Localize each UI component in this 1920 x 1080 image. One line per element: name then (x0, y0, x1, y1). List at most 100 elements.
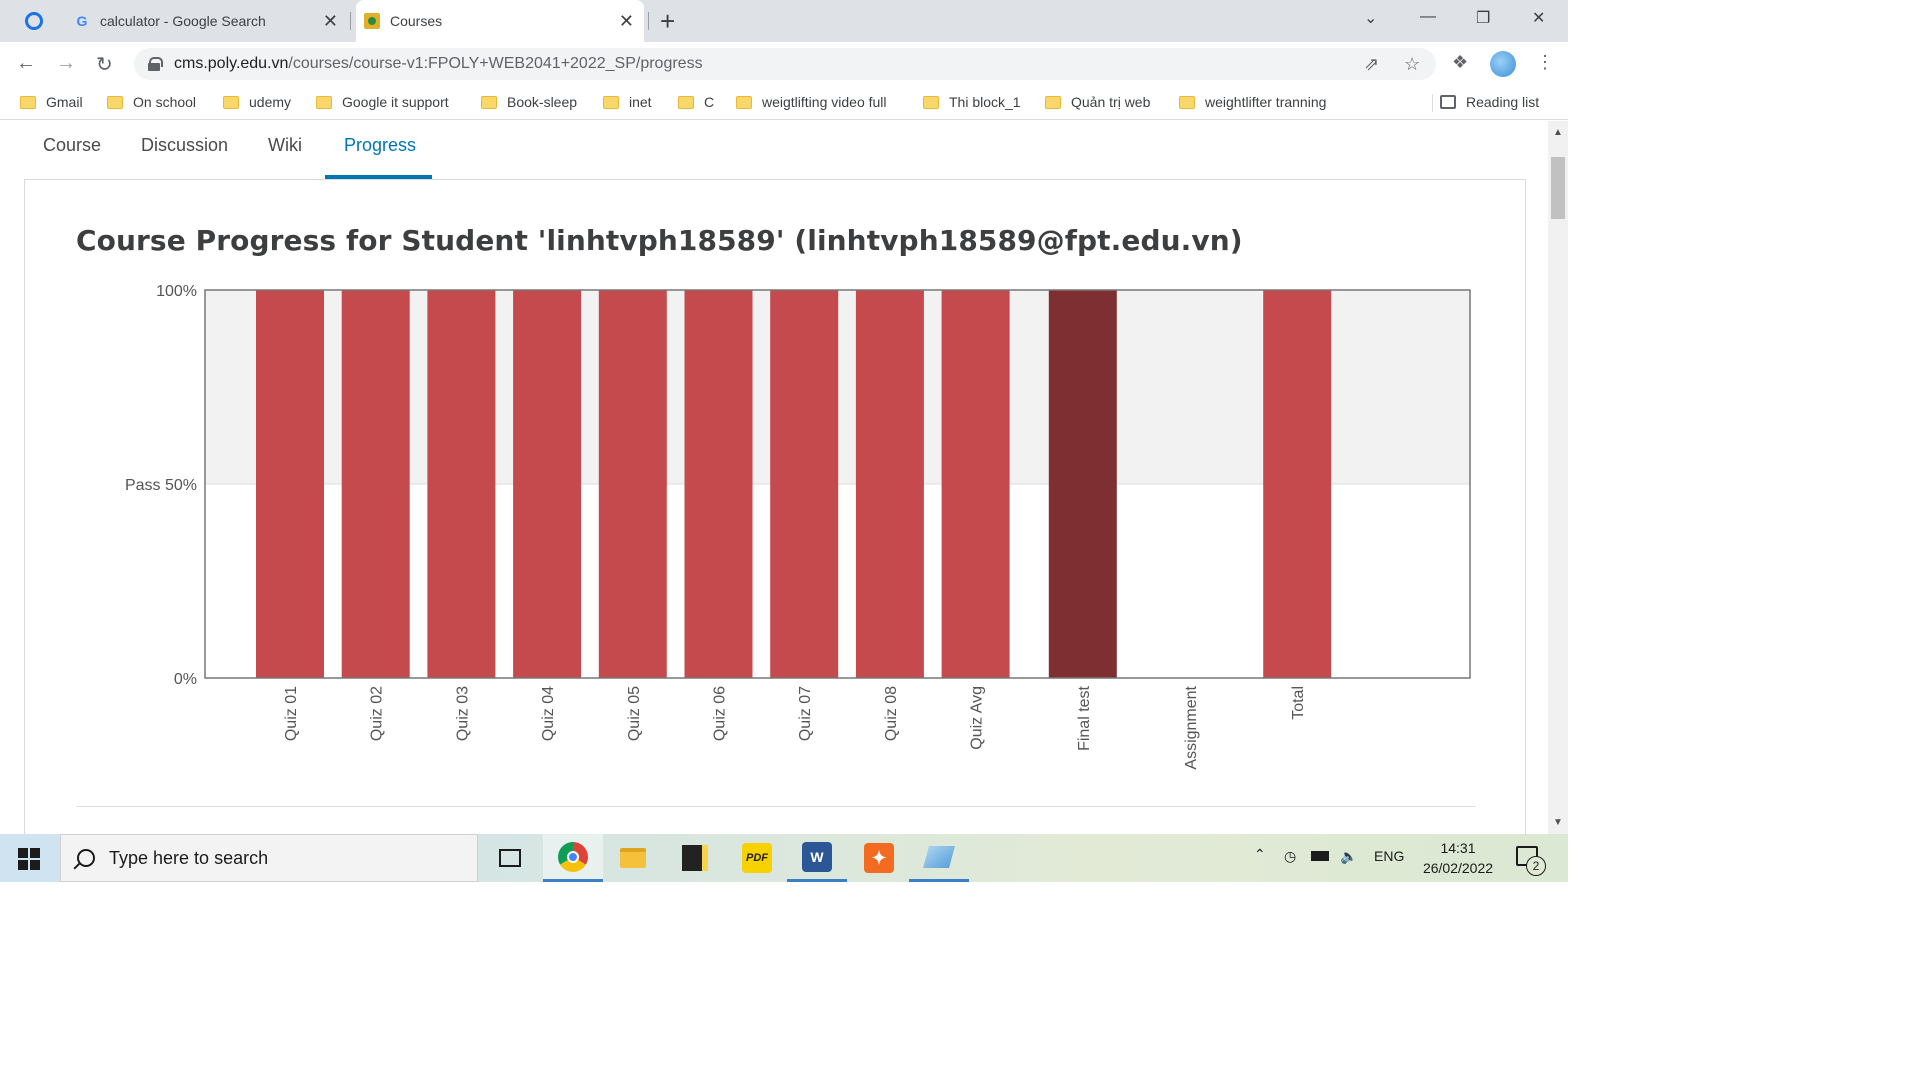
close-tab-icon[interactable]: ✕ (618, 10, 634, 31)
tab-title: Courses (390, 13, 443, 29)
system-clock[interactable]: 14:31 26/02/2022 (1418, 838, 1498, 878)
x-tick-label: Quiz Avg (969, 686, 986, 750)
bookmark-item[interactable]: inet (603, 94, 652, 110)
menu-icon[interactable]: ⋮ (1536, 52, 1554, 72)
folder-icon (603, 95, 619, 109)
x-tick-label: Quiz 01 (283, 686, 300, 741)
x-tick-label: Quiz 07 (797, 686, 814, 741)
progress-chart: Quiz 01 Quiz 02 Quiz 03 Quiz 04 Quiz 05 Quiz … (125, 283, 1471, 770)
x-tick-label: Total (1290, 686, 1307, 720)
folder-icon (223, 95, 239, 109)
reading-list-button[interactable]: Reading list (1440, 94, 1539, 110)
folder-icon (1045, 95, 1061, 109)
pdf-reader-icon[interactable]: PDF (727, 834, 787, 882)
progress-panel: Course Progress for Student 'linhtvph185… (24, 179, 1526, 834)
bookmark-label: Quản trị web (1071, 94, 1151, 110)
minimize-icon[interactable]: — (1420, 8, 1436, 25)
folder-icon (107, 95, 123, 109)
taskbar-search-box[interactable]: Type here to search (60, 834, 478, 882)
x-tick-label: Final test (1076, 685, 1093, 750)
browser-logo-icon[interactable] (20, 8, 48, 34)
tab-course[interactable]: Course (43, 135, 102, 155)
tab-google-search[interactable]: G calculator - Google Search ✕ (66, 0, 348, 42)
bookmark-item[interactable]: Book-sleep (481, 94, 577, 110)
clock-time: 14:31 (1440, 840, 1476, 856)
bookmark-label: Book-sleep (507, 94, 578, 110)
bookmark-item[interactable]: Quản trị web (1045, 94, 1150, 110)
tab-discussion[interactable]: Discussion (141, 135, 229, 155)
x-tick-label: Quiz 03 (454, 686, 471, 741)
folder-icon (20, 95, 36, 109)
bar-quiz-avg (941, 290, 1010, 678)
url-path: /courses/course-v1:FPOLY+WEB2041+2022_SP… (288, 55, 703, 72)
tab-search-chevron-icon[interactable]: ⌄ (1364, 10, 1378, 27)
x-tick-label: Quiz 05 (626, 686, 643, 741)
bookmark-label: weigtlifting video full (762, 94, 887, 110)
windows-start-icon[interactable] (18, 848, 40, 870)
scrollbar-thumb[interactable] (1551, 157, 1565, 219)
tab-courses[interactable]: Courses ✕ (356, 0, 644, 42)
battery-icon[interactable] (1311, 848, 1329, 864)
search-icon (77, 849, 95, 867)
bookmarks-separator (1432, 94, 1433, 112)
close-tab-icon[interactable]: ✕ (322, 10, 338, 31)
profile-avatar[interactable] (1490, 51, 1516, 77)
bookmark-item[interactable]: udemy (223, 94, 291, 110)
language-indicator[interactable]: ENG (1374, 848, 1405, 864)
bookmark-label: C (704, 94, 715, 110)
file-explorer-icon[interactable] (603, 834, 663, 882)
lock-icon[interactable] (148, 57, 163, 71)
bookmark-star-icon[interactable]: ☆ (1404, 54, 1421, 74)
bookmark-label: Gmail (46, 94, 83, 110)
new-tab-icon[interactable]: + (660, 6, 676, 36)
reading-list-icon (1440, 95, 1456, 109)
task-view-icon[interactable] (480, 834, 540, 882)
show-hidden-icons-icon[interactable]: ⌃ (1254, 846, 1266, 862)
reload-icon[interactable]: ↻ (96, 54, 113, 76)
chrome-icon[interactable] (543, 834, 603, 882)
folder-icon (1179, 95, 1195, 109)
y-tick-label: Pass 50% (125, 477, 197, 494)
bookmark-item[interactable]: weigtlifting video full (736, 94, 887, 110)
bookmark-label: weightlifter tranning (1205, 94, 1327, 110)
x-tick-label: Quiz 06 (712, 686, 729, 741)
extensions-icon[interactable]: ❖ (1452, 52, 1469, 72)
back-icon[interactable]: ← (16, 52, 36, 74)
restore-icon[interactable]: ❐ (1476, 10, 1491, 27)
page-scrollbar[interactable]: ▲ ▼ (1548, 121, 1568, 834)
bar-quiz-02 (341, 290, 410, 678)
tab-separator (648, 12, 649, 30)
bookmark-label: On school (133, 94, 197, 110)
wifi-icon[interactable]: ◷ (1284, 848, 1297, 864)
bookmark-item[interactable]: Thi block_1 (923, 94, 1021, 110)
bookmark-item[interactable]: C (678, 94, 714, 110)
x-tick-label: Assignment (1183, 685, 1200, 769)
windows-taskbar: Type here to search PDF W ✦ ⌃ ◷ 🔈 ENG 14… (0, 834, 1568, 882)
bar-quiz-01 (256, 290, 324, 678)
tab-progress[interactable]: Progress (344, 135, 417, 155)
tab-wiki[interactable]: Wiki (268, 135, 302, 155)
address-bar[interactable]: cms.poly.edu.vn/courses/course-v1:FPOLY+… (134, 48, 1436, 80)
word-icon[interactable]: W (787, 834, 847, 882)
xampp-icon[interactable]: ✦ (849, 834, 909, 882)
tab-strip: G calculator - Google Search ✕ Courses ✕… (0, 0, 1568, 42)
sticky-notes-icon[interactable] (665, 834, 725, 882)
share-icon[interactable]: ⇗ (1364, 54, 1380, 74)
google-icon: G (76, 13, 88, 29)
forward-icon[interactable]: → (56, 52, 76, 74)
page-content: Course Discussion Wiki Progress Course P… (0, 121, 1548, 834)
browser-toolbar: ← → ↻ cms.poly.edu.vn/courses/course-v1:… (0, 42, 1568, 86)
bookmark-item[interactable]: Google it support (316, 94, 449, 110)
bar-final-test (1048, 290, 1117, 678)
scroll-up-arrow-icon[interactable]: ▲ (1553, 127, 1563, 138)
volume-icon[interactable]: 🔈 (1340, 848, 1358, 864)
bookmark-item[interactable]: On school (107, 94, 196, 110)
close-window-icon[interactable]: ✕ (1532, 10, 1546, 27)
notebook-app-icon[interactable] (909, 834, 969, 882)
bar-quiz-03 (427, 290, 496, 678)
bookmark-item[interactable]: weightlifter tranning (1179, 94, 1326, 110)
bookmark-item[interactable]: Gmail (20, 94, 83, 110)
scroll-down-arrow-icon[interactable]: ▼ (1553, 817, 1563, 828)
bar-quiz-06 (684, 290, 753, 678)
folder-icon (923, 95, 939, 109)
